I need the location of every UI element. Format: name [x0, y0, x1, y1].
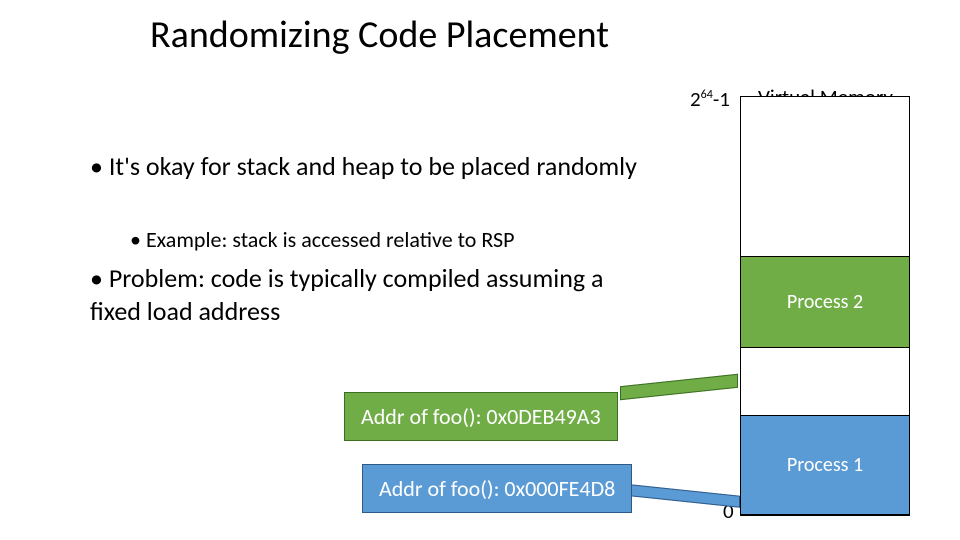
- addr-label: Addr of foo(): 0x0DEB49A3: [361, 403, 601, 430]
- tick-exp: 64: [701, 88, 713, 102]
- callout-pointer-green: [620, 374, 738, 400]
- region-label: Process 1: [787, 453, 863, 477]
- memory-region-process-1: Process 1: [741, 415, 909, 515]
- memory-column: Process 2 Process 1: [740, 96, 910, 516]
- bullet-stack-heap-example: Example: stack is accessed relative to R…: [130, 226, 514, 253]
- addr-label: Addr of foo(): 0x000FE4D8: [379, 475, 615, 502]
- slide-title: Randomizing Code Placement: [150, 12, 609, 58]
- tick-suffix: -1: [713, 86, 730, 112]
- bullet-problem: Problem: code is typically compiled assu…: [90, 262, 630, 327]
- memory-top-address: 264-1: [690, 86, 730, 112]
- region-label: Process 2: [787, 290, 863, 314]
- addr-box-foo-blue: Addr of foo(): 0x000FE4D8: [362, 464, 632, 513]
- bullet-text: Example: stack is accessed relative to R…: [130, 226, 514, 253]
- addr-box-foo-green: Addr of foo(): 0x0DEB49A3: [344, 392, 618, 441]
- memory-region-process-2: Process 2: [741, 256, 909, 348]
- tick-base: 2: [690, 86, 701, 112]
- callout-pointer-blue: [630, 484, 740, 508]
- bullet-text: It's okay for stack and heap to be place…: [90, 150, 637, 182]
- bullet-text: Problem: code is typically compiled assu…: [90, 262, 603, 327]
- bullet-stack-heap: It's okay for stack and heap to be place…: [90, 150, 650, 183]
